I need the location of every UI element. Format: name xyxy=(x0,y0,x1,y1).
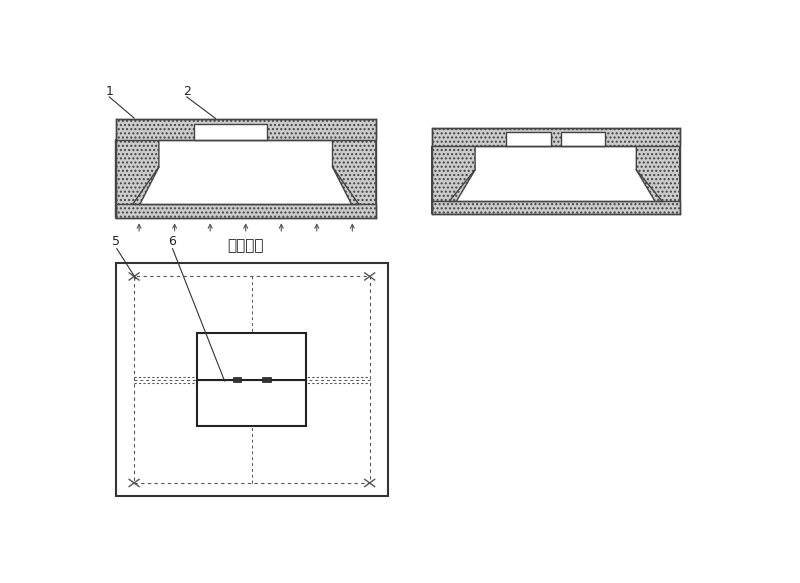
Polygon shape xyxy=(636,146,680,213)
Polygon shape xyxy=(115,139,159,218)
Text: 1: 1 xyxy=(106,85,114,97)
Bar xyxy=(198,333,306,380)
Bar xyxy=(506,132,550,146)
Polygon shape xyxy=(115,120,376,139)
Polygon shape xyxy=(333,139,376,218)
Polygon shape xyxy=(432,146,475,213)
Text: 5: 5 xyxy=(112,235,121,248)
Bar xyxy=(115,263,388,497)
Text: 6: 6 xyxy=(168,235,176,248)
Bar xyxy=(134,276,370,483)
Polygon shape xyxy=(115,204,376,218)
Polygon shape xyxy=(432,128,680,146)
Bar xyxy=(561,132,606,146)
Bar xyxy=(262,377,271,382)
Polygon shape xyxy=(432,202,680,213)
Text: 被测压力: 被测压力 xyxy=(227,238,264,253)
Bar xyxy=(233,377,242,382)
Bar xyxy=(198,380,306,426)
Text: 2: 2 xyxy=(183,85,190,97)
Bar xyxy=(194,124,266,139)
